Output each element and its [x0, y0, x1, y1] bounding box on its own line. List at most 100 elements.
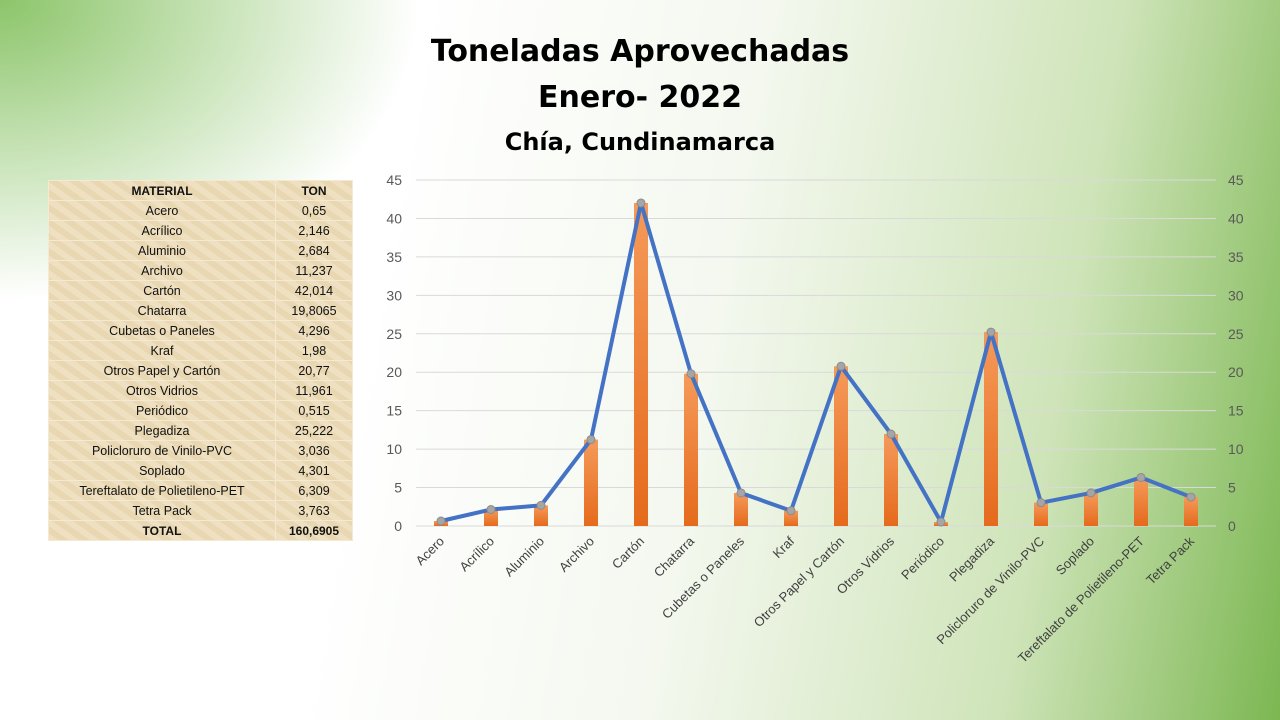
ton-cell: 4,301 — [275, 460, 353, 481]
y-tick-right: 10 — [1228, 441, 1244, 457]
material-cell: Archivo — [48, 260, 276, 281]
bar — [1134, 477, 1148, 526]
x-tick-label: Otros Papel y Cartón — [751, 534, 847, 630]
data-point — [636, 198, 646, 208]
y-tick-left: 25 — [386, 326, 402, 342]
location-label: Chía, Cundinamarca — [504, 128, 776, 156]
table-row: Soplado 4,301 — [48, 460, 353, 481]
data-point — [1136, 472, 1146, 482]
bar — [734, 492, 748, 526]
table-row: Policloruro de Vinilo-PVC 3,036 — [48, 440, 353, 461]
data-point — [536, 500, 546, 510]
ton-cell: 11,237 — [275, 260, 353, 281]
x-tick-label: Kraf — [770, 533, 798, 561]
y-tick-right: 30 — [1228, 287, 1244, 303]
x-tick-label: Chatarra — [651, 533, 698, 580]
y-tick-right: 20 — [1228, 364, 1244, 380]
chart-subtitle: Enero- 2022 — [538, 80, 742, 115]
x-tick-label: Tetra Pack — [1143, 533, 1197, 587]
y-tick-left: 0 — [394, 518, 402, 534]
y-tick-right: 45 — [1228, 172, 1244, 188]
bar — [984, 332, 998, 526]
y-tick-left: 5 — [394, 480, 402, 496]
material-cell: Aluminio — [48, 240, 276, 261]
bar — [784, 510, 798, 526]
data-point — [1086, 488, 1096, 498]
materials-table: MATERIAL TON Acero 0,65 Acrílico 2,146 Alumini… — [48, 180, 353, 541]
ton-cell: 0,65 — [275, 200, 353, 221]
ton-cell: 11,961 — [275, 380, 353, 401]
data-point — [436, 516, 446, 526]
x-tick-label: Acero — [412, 534, 447, 569]
bar — [1034, 502, 1048, 526]
ton-cell: 19,8065 — [275, 300, 353, 321]
x-tick-label: Cartón — [609, 534, 647, 572]
data-point — [1186, 492, 1196, 502]
table-total-row: TOTAL 160,6905 — [48, 520, 353, 541]
material-cell: Soplado — [48, 460, 276, 481]
y-tick-left: 40 — [386, 210, 402, 226]
material-cell: Otros Papel y Cartón — [48, 360, 276, 381]
table-row: Tereftalato de Polietileno-PET 6,309 — [48, 480, 353, 501]
ton-cell: 2,684 — [275, 240, 353, 261]
y-tick-left: 20 — [386, 364, 402, 380]
table-row: Acero 0,65 — [48, 200, 353, 221]
bar — [634, 202, 648, 526]
bar — [584, 439, 598, 526]
data-point — [586, 435, 596, 445]
bar — [684, 373, 698, 526]
ton-cell: 42,014 — [275, 280, 353, 301]
ton-cell: 6,309 — [275, 480, 353, 501]
data-point — [936, 517, 946, 527]
data-point — [736, 488, 746, 498]
data-point — [486, 504, 496, 514]
data-point — [986, 327, 996, 337]
bar — [1084, 492, 1098, 526]
table-row: Otros Vidrios 11,961 — [48, 380, 353, 401]
y-tick-right: 25 — [1228, 326, 1244, 342]
bar — [484, 509, 498, 526]
y-tick-right: 5 — [1228, 480, 1236, 496]
y-tick-right: 0 — [1228, 518, 1236, 534]
table-row: Acrílico 2,146 — [48, 220, 353, 241]
x-tick-label: Plegadiza — [946, 533, 998, 585]
x-tick-label: Aluminio — [501, 534, 547, 580]
table-row: Archivo 11,237 — [48, 260, 353, 281]
data-point — [836, 361, 846, 371]
data-point — [1036, 498, 1046, 508]
chart-title: Toneladas Aprovechadas — [430, 34, 850, 69]
y-tick-left: 30 — [386, 287, 402, 303]
bar — [834, 366, 848, 526]
data-point — [686, 369, 696, 379]
material-cell: Cartón — [48, 280, 276, 301]
bar — [1184, 497, 1198, 526]
material-cell: TOTAL — [48, 520, 276, 541]
data-point — [786, 506, 796, 516]
y-tick-left: 35 — [386, 249, 402, 265]
bar — [534, 505, 548, 526]
table-header: MATERIAL TON — [48, 180, 353, 201]
table-row: Aluminio 2,684 — [48, 240, 353, 261]
x-tick-label: Periódico — [898, 534, 947, 583]
bar — [884, 434, 898, 526]
ton-cell: TON — [275, 180, 353, 201]
x-tick-label: Cubetas o Paneles — [659, 533, 748, 622]
ton-cell: 160,6905 — [275, 520, 353, 541]
table-row: Cartón 42,014 — [48, 280, 353, 301]
y-tick-right: 40 — [1228, 210, 1244, 226]
y-tick-right: 35 — [1228, 249, 1244, 265]
series-line — [440, 200, 1192, 525]
y-tick-left: 15 — [386, 403, 402, 419]
material-cell: Tereftalato de Polietileno-PET — [48, 480, 276, 501]
x-tick-label: Acrílico — [456, 534, 497, 575]
table-row: Chatarra 19,8065 — [48, 300, 353, 321]
y-tick-right: 15 — [1228, 403, 1244, 419]
table-row: Cubetas o Paneles 4,296 — [48, 320, 353, 341]
x-tick-label: Soplado — [1053, 534, 1097, 578]
y-tick-left: 10 — [386, 441, 402, 457]
x-tick-label: Archivo — [556, 534, 597, 575]
y-tick-left: 45 — [386, 172, 402, 188]
material-cell: Otros Vidrios — [48, 380, 276, 401]
ton-cell: 1,98 — [275, 340, 353, 361]
